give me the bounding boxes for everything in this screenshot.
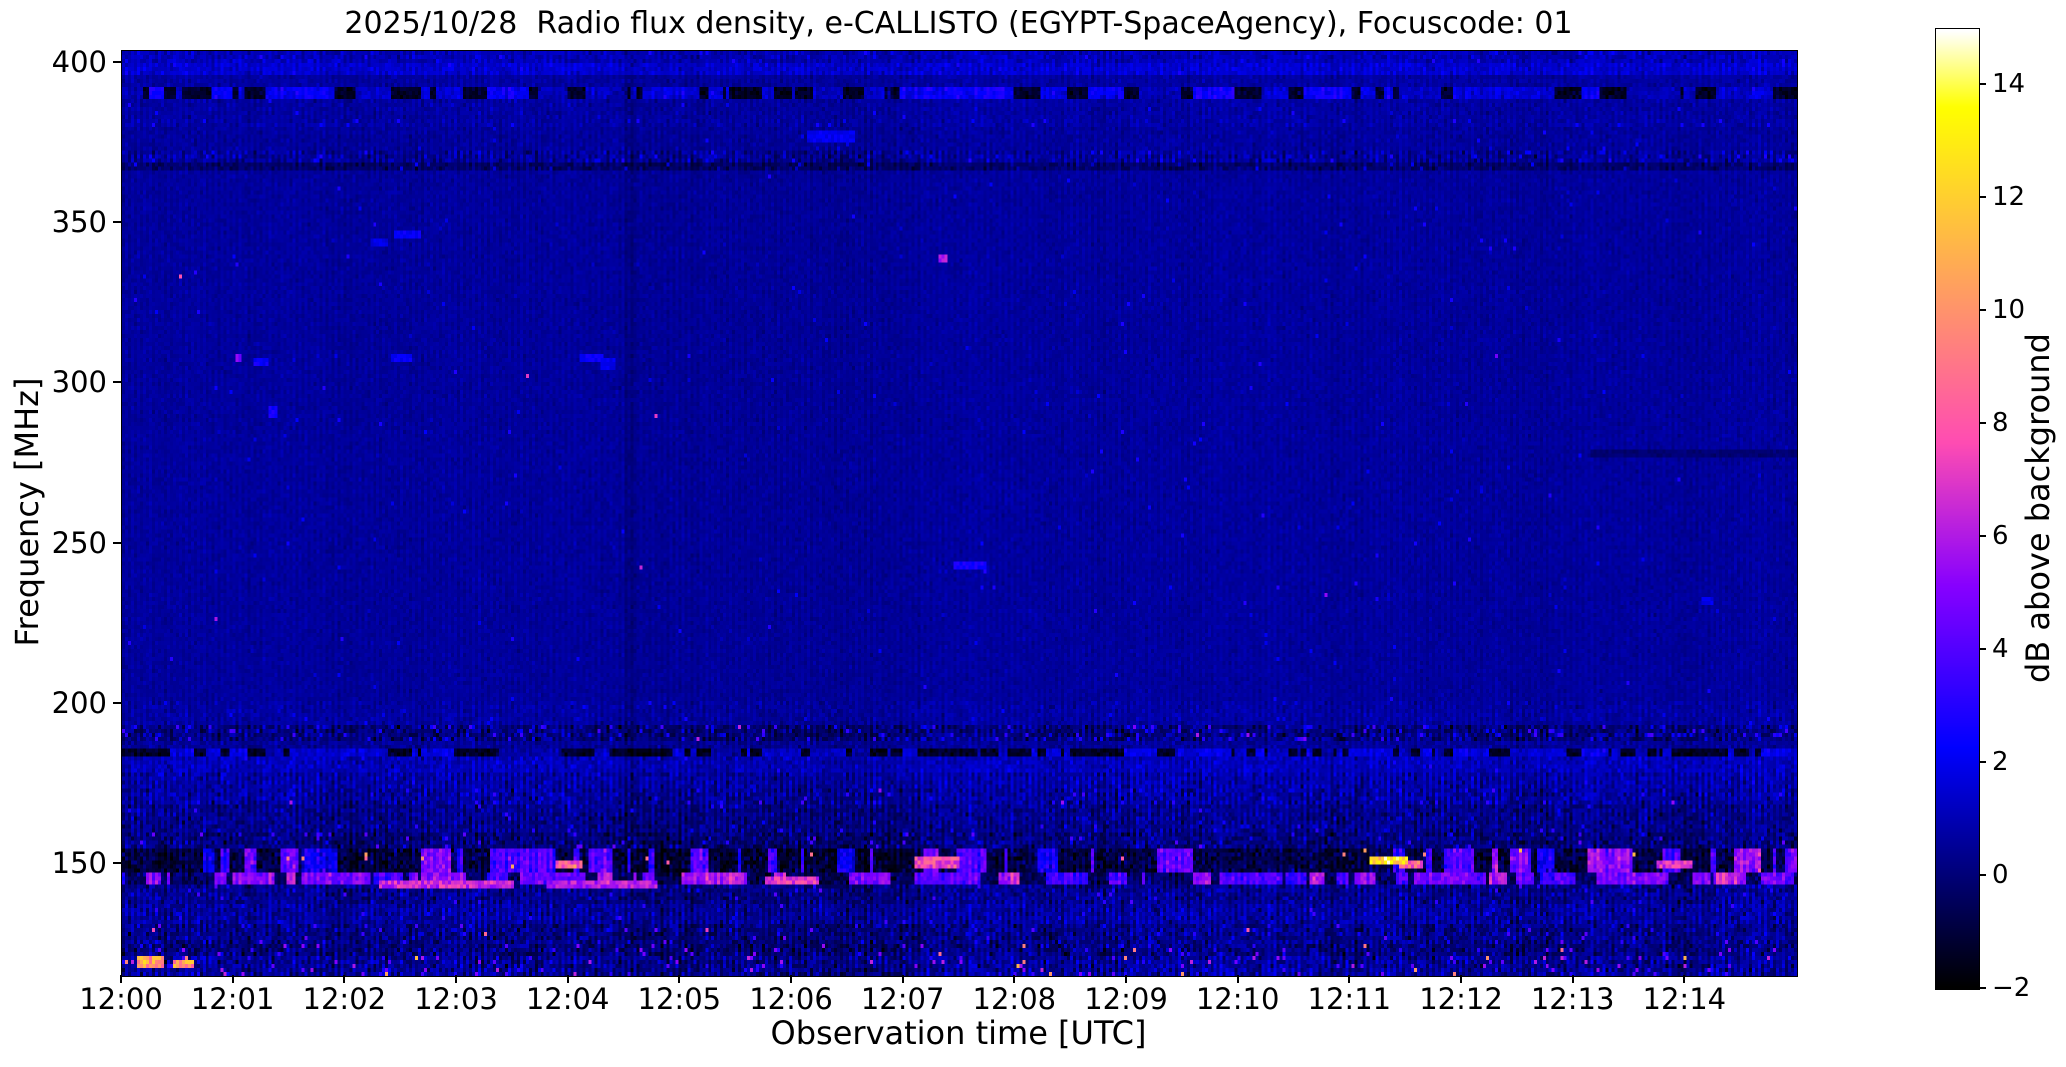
x-tick-label: 12:08 [972, 982, 1057, 1016]
y-tick-mark [113, 701, 121, 704]
colorbar-tick-mark [1979, 874, 1986, 877]
x-tick-mark [1013, 975, 1016, 983]
x-tick-label: 12:05 [637, 982, 722, 1016]
colorbar-tick-mark [1979, 196, 1986, 199]
x-tick-mark [1571, 975, 1574, 983]
x-tick-label: 12:10 [1195, 982, 1280, 1016]
x-tick-mark [1125, 975, 1127, 983]
colorbar-tick-label: 6 [1992, 521, 2009, 552]
x-tick-label: 12:02 [302, 982, 387, 1016]
y-tick-mark [113, 861, 121, 864]
y-tick-mark [113, 541, 121, 544]
colorbar-tick-mark [1979, 648, 1986, 651]
colorbar-tick-label: 14 [1992, 69, 2026, 100]
colorbar-label: dB above background [2019, 333, 2057, 683]
x-tick-label: 12:07 [860, 982, 945, 1016]
colorbar-tick-mark [1979, 83, 1986, 86]
colorbar [1935, 28, 1980, 990]
x-tick-mark [1460, 975, 1462, 983]
x-tick-mark [231, 975, 234, 983]
x-tick-label: 12:13 [1530, 982, 1615, 1016]
colorbar-tick-label: 10 [1992, 295, 2026, 326]
x-tick-mark [790, 975, 792, 983]
y-tick-label: 400 [51, 45, 107, 80]
y-tick-label: 200 [51, 685, 107, 720]
colorbar-gradient-canvas [1936, 29, 1979, 989]
colorbar-tick-mark [1979, 761, 1986, 764]
x-tick-label: 12:04 [525, 982, 610, 1016]
colorbar-tick-label: 12 [1992, 182, 2026, 213]
colorbar-tick-mark [1979, 422, 1986, 425]
x-tick-label: 12:09 [1084, 982, 1168, 1016]
x-tick-mark [901, 975, 904, 983]
x-tick-label: 12:12 [1419, 982, 1503, 1016]
colorbar-tick-mark [1979, 535, 1986, 538]
x-tick-mark [455, 975, 457, 983]
x-axis-label: Observation time [UTC] [770, 1014, 1147, 1052]
x-tick-label: 12:11 [1307, 982, 1392, 1016]
y-tick-mark [113, 221, 121, 224]
x-tick-mark [343, 975, 346, 983]
x-tick-label: 12:00 [79, 982, 163, 1016]
y-tick-label: 250 [51, 525, 107, 560]
colorbar-tick-mark [1979, 987, 1986, 989]
y-axis-label: Frequency [MHz] [8, 377, 46, 647]
y-tick-label: 150 [51, 845, 107, 880]
y-tick-mark [113, 381, 121, 384]
y-tick-label: 350 [51, 205, 107, 240]
colorbar-tick-label: 0 [1992, 860, 2009, 891]
x-tick-mark [1683, 975, 1686, 983]
x-tick-mark [678, 975, 681, 983]
x-tick-label: 12:14 [1642, 982, 1727, 1016]
colorbar-tick-label: 4 [1992, 634, 2009, 665]
x-tick-mark [1236, 975, 1239, 983]
y-tick-label: 300 [51, 365, 107, 400]
colorbar-tick-label: 8 [1992, 408, 2009, 439]
x-tick-label: 12:03 [414, 982, 498, 1016]
x-tick-mark [120, 975, 122, 983]
x-tick-label: 12:06 [749, 982, 833, 1016]
chart-title: 2025/10/28 Radio flux density, e-CALLIST… [344, 6, 1573, 41]
x-tick-mark [566, 975, 569, 983]
x-tick-mark [1348, 975, 1351, 983]
spectrogram-canvas [122, 51, 1797, 976]
colorbar-tick-label: 2 [1992, 747, 2009, 778]
x-tick-label: 12:01 [190, 982, 275, 1016]
y-tick-mark [113, 61, 121, 64]
colorbar-tick-label: −2 [1992, 973, 2031, 1003]
colorbar-tick-mark [1979, 309, 1986, 312]
plot-area [121, 50, 1798, 977]
